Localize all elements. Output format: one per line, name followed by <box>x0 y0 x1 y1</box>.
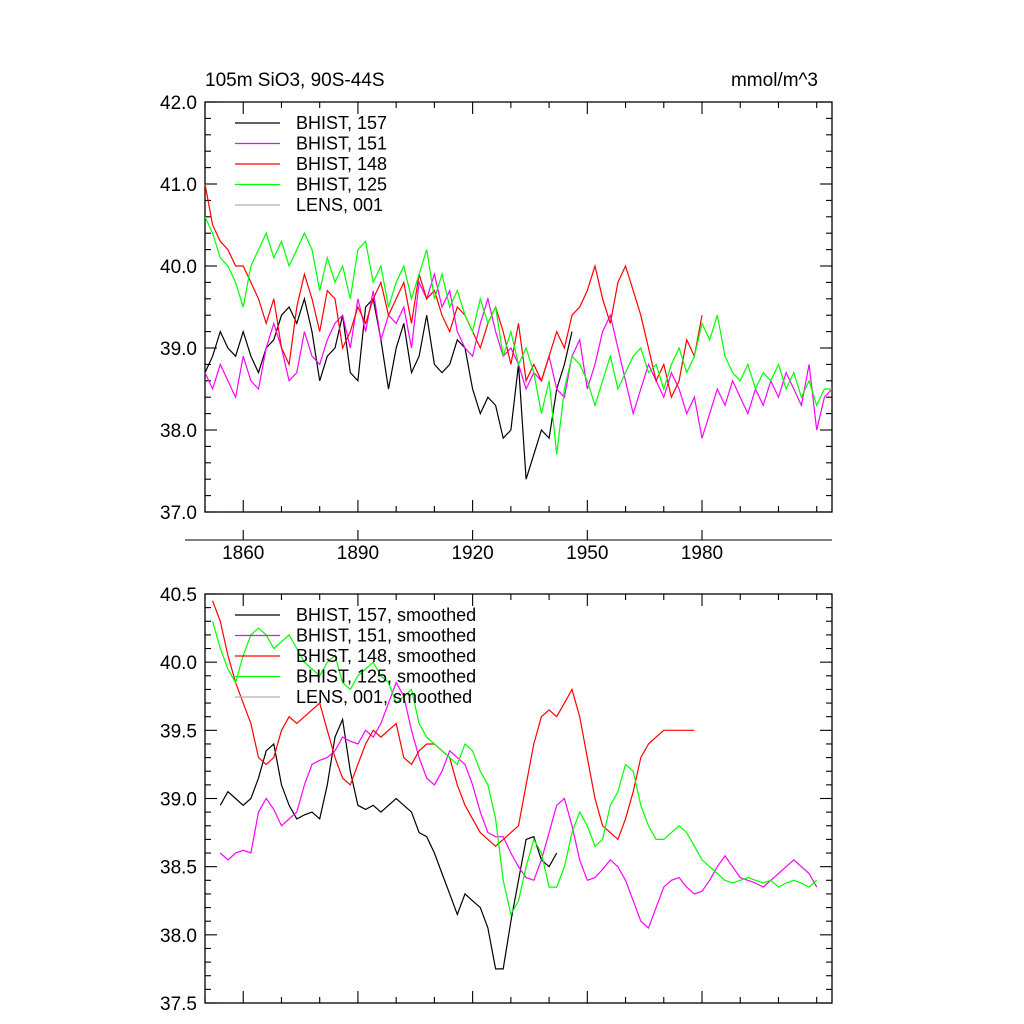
bottom-series-line-3 <box>212 621 818 917</box>
top-y-tick-label: 40.0 <box>160 257 197 278</box>
top-legend-label-4: LENS, 001 <box>296 195 383 215</box>
top-x-tick-label: 1890 <box>337 543 379 564</box>
bottom-y-tick-label: 39.5 <box>160 721 197 742</box>
bottom-y-tick-label: 39.0 <box>160 790 197 811</box>
bottom-series-line-0 <box>219 717 558 970</box>
top-x-tick-label: 1950 <box>566 543 608 564</box>
bottom-legend-label-0: BHIST, 157, smoothed <box>296 605 476 625</box>
bottom-legend-label-2: BHIST, 148, smoothed <box>296 646 476 666</box>
top-series-group <box>204 183 833 480</box>
bottom-panel: 37.5 38.0 38.5 39.0 39.5 40.0 40.5 BHIST, 157,… <box>160 585 833 1015</box>
bottom-legend-label-1: BHIST, 151, smoothed <box>296 626 476 646</box>
top-panel: 105m SiO3, 90S-44S mmol/m^3 37.0 38.0 39.0… <box>160 70 833 564</box>
bottom-series-group <box>212 600 818 970</box>
top-axes: 37.0 38.0 39.0 40.0 41.0 42.0 1860 1890 1920 1950… <box>160 93 833 564</box>
bottom-y-tick-label: 38.0 <box>160 926 197 947</box>
top-series-line-2 <box>204 183 703 400</box>
top-y-tick-label: 41.0 <box>160 175 197 196</box>
bottom-legend-label-3: BHIST, 125, smoothed <box>296 667 476 687</box>
bottom-legend-label-4: LENS, 001, smoothed <box>296 687 472 707</box>
top-legend-label-3: BHIST, 125 <box>296 175 387 195</box>
top-x-tick-label: 1860 <box>222 543 264 564</box>
top-x-tick-label: 1980 <box>681 543 723 564</box>
bottom-y-tick-label: 37.5 <box>160 994 197 1015</box>
top-series-line-3 <box>204 216 832 455</box>
top-series-line-0 <box>204 296 573 480</box>
top-legend-label-2: BHIST, 148 <box>296 154 387 174</box>
top-plot-frame <box>204 101 833 513</box>
bottom-y-tick-label: 38.5 <box>160 858 197 879</box>
top-chart-units: mmol/m^3 <box>731 70 818 91</box>
bottom-series-line-2 <box>212 600 695 848</box>
bottom-y-tick-label: 40.5 <box>160 585 197 606</box>
bottom-series-line-1 <box>219 681 818 930</box>
top-legend-label-1: BHIST, 151 <box>296 134 387 154</box>
bottom-axes: 37.5 38.0 38.5 39.0 39.5 40.0 40.5 <box>160 585 833 1015</box>
top-y-tick-label: 38.0 <box>160 421 197 442</box>
top-x-tick-label: 1920 <box>451 543 493 564</box>
bottom-y-tick-label: 40.0 <box>160 653 197 674</box>
top-y-tick-label: 39.0 <box>160 339 197 360</box>
top-y-tick-label: 37.0 <box>160 503 197 524</box>
top-legend-label-0: BHIST, 157 <box>296 113 387 133</box>
top-chart-title: 105m SiO3, 90S-44S <box>205 70 385 91</box>
top-y-tick-label: 42.0 <box>160 93 197 114</box>
